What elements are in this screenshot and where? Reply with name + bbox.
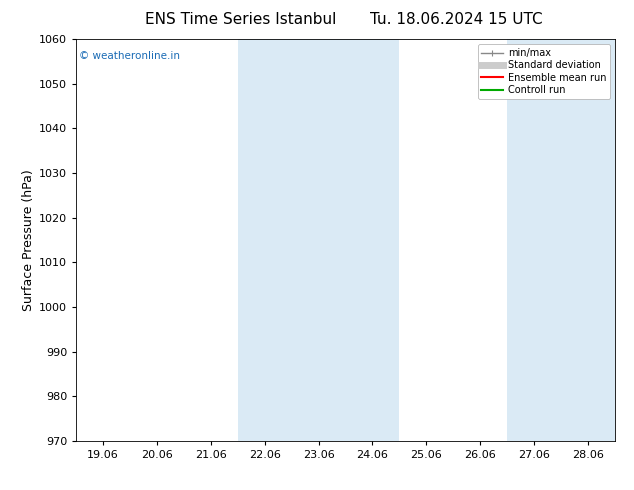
Y-axis label: Surface Pressure (hPa): Surface Pressure (hPa)	[22, 169, 35, 311]
Legend: min/max, Standard deviation, Ensemble mean run, Controll run: min/max, Standard deviation, Ensemble me…	[477, 44, 610, 99]
Bar	[238, 39, 399, 441]
Text: Tu. 18.06.2024 15 UTC: Tu. 18.06.2024 15 UTC	[370, 12, 543, 27]
Text: © weatheronline.in: © weatheronline.in	[79, 51, 180, 61]
Text: ENS Time Series Istanbul: ENS Time Series Istanbul	[145, 12, 337, 27]
Bar	[507, 39, 615, 441]
